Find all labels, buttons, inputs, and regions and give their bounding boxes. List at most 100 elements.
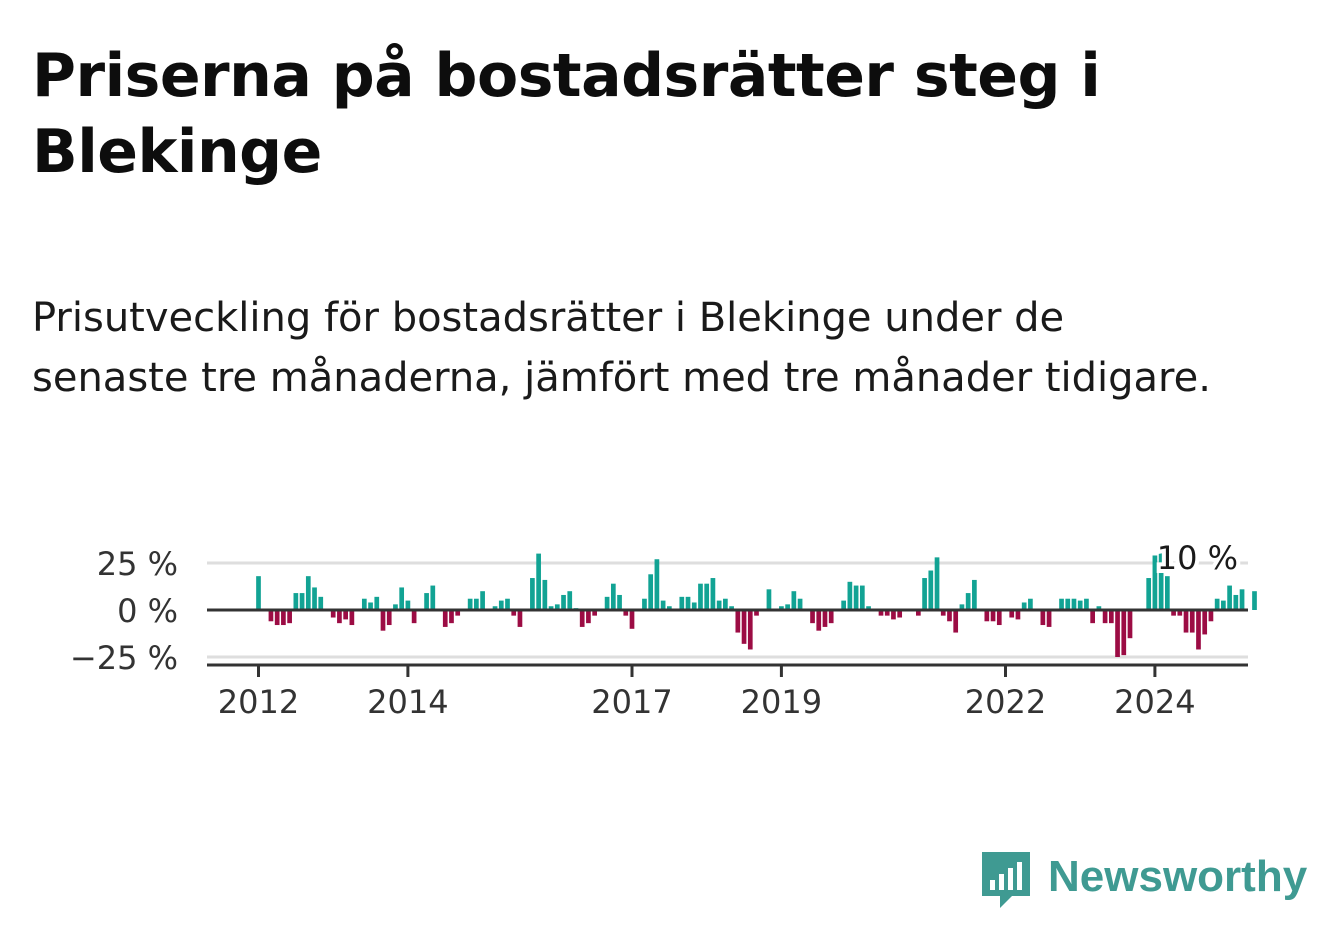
bar [1084,598,1089,610]
bar [897,610,903,618]
bar [853,585,859,610]
bar [511,610,517,616]
y-tick-label: −25 % [70,639,178,677]
bar [891,610,896,620]
bar [990,610,996,622]
bar [1102,610,1108,624]
bar [629,610,635,629]
bar [766,589,772,610]
bar [586,610,591,624]
bar [318,596,324,610]
bar [679,596,685,610]
bar [940,610,946,616]
bar [747,610,753,650]
bar [841,600,846,610]
bar [299,593,305,610]
bar [959,604,965,610]
bar [617,594,622,610]
bar [947,610,952,622]
bar [642,598,647,610]
bar [256,576,261,610]
bar [810,610,815,624]
bar [797,598,803,610]
bar [343,610,348,620]
bar [779,606,784,610]
bar [1090,610,1095,624]
bar [922,578,927,610]
bar [984,610,990,622]
bar [685,596,691,610]
bar [1028,598,1033,610]
bar [972,579,977,610]
bar [1252,591,1257,610]
bar [1196,610,1201,650]
bar [337,610,342,624]
bar [859,585,865,610]
bar [667,606,672,610]
bar [1183,610,1189,633]
x-tick-label: 2012 [218,683,299,721]
x-tick-label: 2019 [741,683,822,721]
bar [754,610,759,616]
bar [467,598,473,610]
bar [723,598,728,610]
bar [1233,594,1239,610]
bar [934,557,940,610]
bars [256,546,1257,657]
bar [561,594,566,610]
x-tick-label: 2024 [1114,683,1195,721]
bar [579,610,585,627]
bar [449,610,454,624]
bar [1189,610,1195,633]
bar [916,610,921,616]
bar [536,553,541,610]
bar [610,583,616,610]
bar [424,593,429,610]
bar [1227,585,1232,610]
bar [455,610,461,616]
bar [1214,598,1220,610]
bar [281,610,286,626]
bar [1208,610,1214,622]
chart-subtitle: Prisutveckling för bostadsrätter i Bleki… [32,295,1211,401]
bar [492,606,498,610]
bar [442,610,448,627]
y-tick-label: 0 % [117,592,178,630]
bar [704,583,710,610]
bar [822,610,828,627]
bar [866,606,871,610]
bar [928,570,934,610]
bar [399,587,405,610]
bar [1202,610,1208,635]
bar [405,600,411,610]
bar [1158,546,1164,610]
bar [330,610,336,618]
page-title: Priserna på bostadsrätter steg i Bleking… [32,41,1101,187]
bar [368,602,373,610]
bar [816,610,822,631]
bar [791,591,797,610]
bar [1165,576,1170,610]
bar [648,574,654,610]
bar [884,610,890,616]
x-tick-label: 2014 [367,683,448,721]
bar [729,606,734,610]
bar [293,593,299,610]
bar [710,578,716,610]
bar [1077,600,1083,610]
bar [1015,610,1021,620]
x-tick-label: 2017 [591,683,672,721]
bar [1046,610,1052,627]
bar [386,610,392,626]
bar [623,610,629,616]
bar [878,610,884,616]
bar [268,610,274,622]
bar [274,610,280,626]
bar [1221,600,1226,610]
bar [517,610,523,627]
bar [498,600,504,610]
axes [207,608,1248,677]
bar [1171,610,1176,616]
last-value-label: 10 % [1157,539,1238,577]
bar [996,610,1002,626]
